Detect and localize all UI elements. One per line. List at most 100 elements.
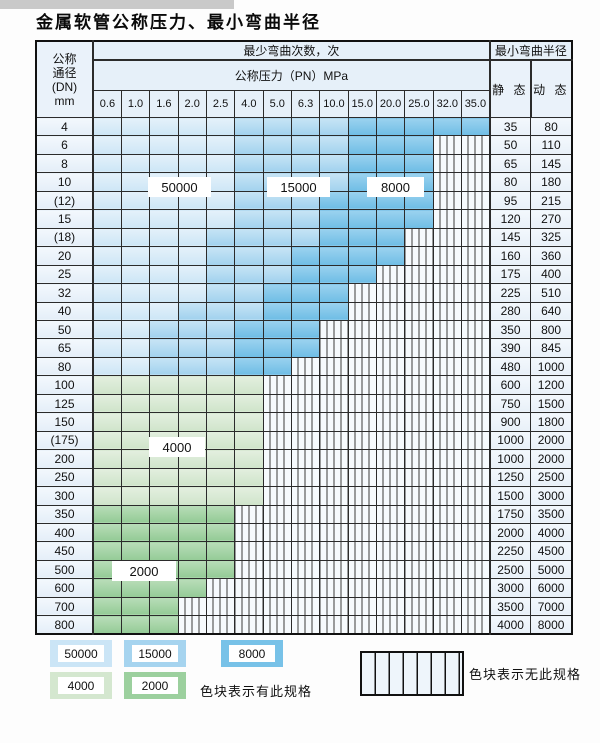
- dynamic-radius-cell: 2000: [530, 449, 573, 469]
- no-spec-cell: [319, 486, 349, 506]
- no-spec-cell: [404, 393, 434, 414]
- no-spec-cell: [262, 578, 292, 598]
- band-cell-b2: [177, 301, 207, 321]
- no-spec-cell: [347, 596, 377, 617]
- band-cell-g2: [92, 596, 122, 617]
- band-cell-b2: [234, 246, 264, 266]
- band-cell-g2: [177, 522, 207, 543]
- no-spec-cell: [262, 486, 292, 506]
- no-spec-cell: [319, 578, 349, 598]
- no-spec-cell: [460, 172, 491, 192]
- no-spec-cell: [460, 449, 491, 469]
- no-spec-cell: [290, 559, 321, 580]
- no-spec-cell: [460, 393, 491, 414]
- table-row: 450 2250 4500: [35, 541, 573, 561]
- band-cell-b3: [347, 264, 377, 285]
- band-cell-g1: [234, 375, 264, 395]
- static-radius-cell: 1500: [488, 486, 532, 506]
- band-cell-b2: [149, 319, 179, 340]
- pressure-header-cell: 35.0: [460, 90, 491, 118]
- static-radius-cell: 480: [488, 356, 532, 377]
- band-cell-b1: [92, 301, 122, 321]
- no-spec-cell: [319, 338, 349, 358]
- band-cell-b2: [234, 116, 264, 137]
- band-cell-g2: [149, 504, 179, 524]
- no-spec-cell: [432, 356, 462, 377]
- no-spec-cell: [375, 559, 406, 580]
- no-spec-cell: [347, 486, 377, 506]
- no-spec-cell: [404, 227, 434, 248]
- legend-swatch-8000: 8000: [221, 640, 283, 667]
- no-spec-cell: [347, 615, 377, 635]
- band-cell-b3: [375, 246, 406, 266]
- static-radius-cell: 2000: [488, 522, 532, 543]
- band-cell-b1: [149, 209, 179, 229]
- no-spec-cell: [262, 541, 292, 561]
- no-spec-cell: [347, 412, 377, 432]
- band-cell-b1: [177, 153, 207, 174]
- no-spec-cell: [347, 578, 377, 598]
- no-spec-cell: [262, 559, 292, 580]
- no-spec-cell: [205, 578, 236, 598]
- band-cell-g2: [149, 596, 179, 617]
- no-spec-cell: [432, 615, 462, 635]
- dn-cell: 100: [35, 375, 94, 395]
- band-cell-b3: [262, 301, 292, 321]
- table-row: 200 1000 2000: [35, 449, 573, 469]
- dynamic-radius-cell: 4000: [530, 522, 573, 543]
- no-spec-cell: [319, 430, 349, 451]
- band-cell-g2: [177, 541, 207, 561]
- pressure-header-cell: 10.0: [319, 90, 349, 118]
- static-radius-cell: 1000: [488, 430, 532, 451]
- band-cell-b2: [205, 246, 236, 266]
- static-radius-cell: 600: [488, 375, 532, 395]
- band-cell-g2: [205, 522, 236, 543]
- band-cell-b1: [92, 209, 122, 229]
- no-spec-cell: [347, 375, 377, 395]
- band-cell-b3: [319, 301, 349, 321]
- band-cell-g1: [177, 393, 207, 414]
- dynamic-radius-cell: 4500: [530, 541, 573, 561]
- band-cell-g1: [92, 375, 122, 395]
- band-cell-g2: [149, 541, 179, 561]
- band-cell-b2: [290, 153, 321, 174]
- no-spec-cell: [290, 504, 321, 524]
- no-spec-cell: [347, 356, 377, 377]
- band-cell-b1: [120, 264, 151, 285]
- band-cell-g1: [120, 393, 151, 414]
- band-cell-b3: [262, 319, 292, 340]
- no-spec-cell: [375, 375, 406, 395]
- band-cell-b1: [92, 190, 122, 211]
- band-value-label: 50000: [148, 177, 211, 197]
- no-spec-cell: [432, 246, 462, 266]
- band-cell-b2: [290, 116, 321, 137]
- band-cell-b1: [92, 153, 122, 174]
- band-cell-b2: [149, 356, 179, 377]
- band-cell-b2: [205, 338, 236, 358]
- no-spec-cell: [234, 578, 264, 598]
- no-spec-cell: [234, 596, 264, 617]
- band-cell-b2: [319, 135, 349, 155]
- band-cell-g2: [205, 541, 236, 561]
- band-cell-b2: [262, 264, 292, 285]
- dn-cell: (12): [35, 190, 94, 211]
- band-cell-b1: [177, 227, 207, 248]
- band-cell-b3: [290, 319, 321, 340]
- no-spec-cell: [319, 615, 349, 635]
- dynamic-radius-cell: 1200: [530, 375, 573, 395]
- dynamic-radius-cell: 2000: [530, 430, 573, 451]
- band-cell-b1: [149, 246, 179, 266]
- no-spec-cell: [347, 541, 377, 561]
- no-spec-cell: [375, 578, 406, 598]
- static-radius-cell: 3500: [488, 596, 532, 617]
- no-spec-cell: [432, 172, 462, 192]
- no-spec-cell: [347, 338, 377, 358]
- band-cell-b3: [347, 209, 377, 229]
- band-cell-b1: [120, 283, 151, 303]
- band-cell-g2: [92, 578, 122, 598]
- static-radius-cell: 65: [488, 153, 532, 174]
- no-spec-cell: [319, 375, 349, 395]
- band-cell-b3: [347, 227, 377, 248]
- band-cell-b1: [120, 135, 151, 155]
